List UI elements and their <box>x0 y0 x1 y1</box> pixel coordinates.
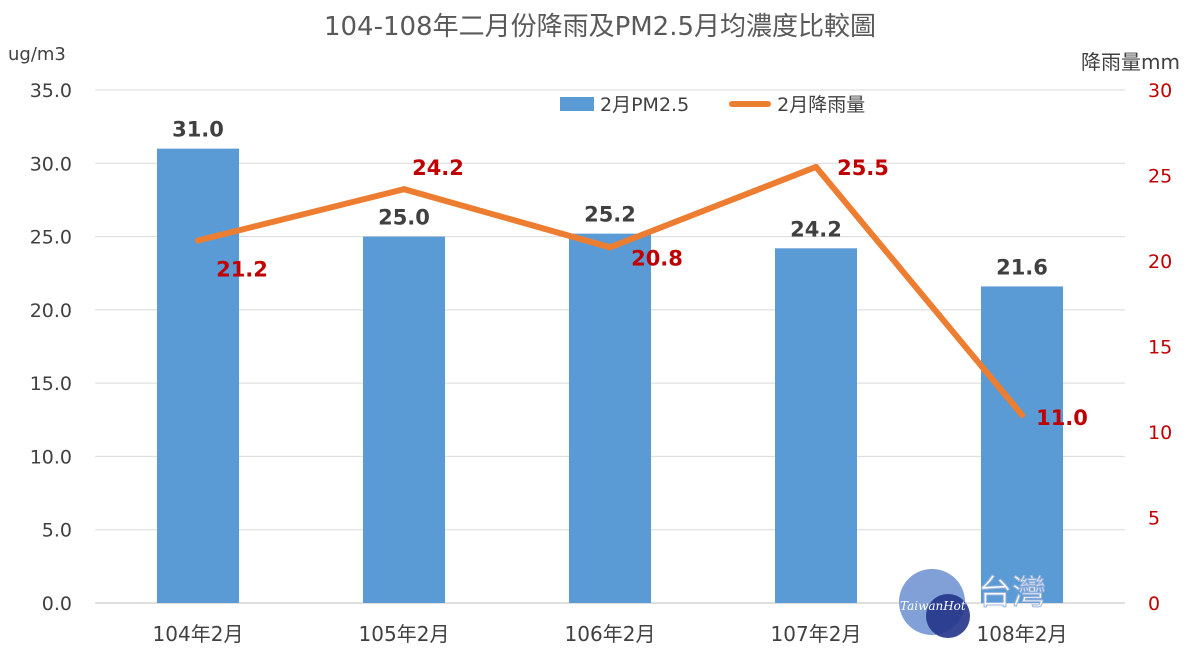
bar-value-label: 25.0 <box>378 206 430 230</box>
line-value-label: 21.2 <box>216 257 268 281</box>
line-value-label: 11.0 <box>1036 406 1088 430</box>
chart-title: 104-108年二月份降雨及PM2.5月均濃度比較圖 <box>323 12 877 42</box>
x-axis-category-label: 107年2月 <box>771 622 862 646</box>
x-axis-category-label: 108年2月 <box>977 622 1068 646</box>
right-axis-unit-label: 降雨量mm <box>1081 50 1180 74</box>
line-value-label: 20.8 <box>631 246 683 270</box>
data-labels: 31.0 25.0 25.2 24.2 21.6 21.2 24.2 20.8 25.5 11.0 <box>172 118 1088 430</box>
legend-swatch-bar <box>560 96 594 111</box>
left-axis-unit-label: ug/m3 <box>8 44 66 65</box>
left-axis-tick-label: 10.0 <box>30 446 72 468</box>
line-point-rainfall <box>813 163 819 170</box>
legend-swatch-line <box>729 100 772 107</box>
left-axis-tick-label: 5.0 <box>42 520 72 542</box>
watermark-brand-text: TaiwanHot <box>900 599 966 613</box>
left-axis-tick-label: 0.0 <box>42 593 72 615</box>
watermark-text: 台灣 <box>978 573 1046 613</box>
left-axis-tick-label: 25.0 <box>30 227 72 249</box>
x-axis-category-label: 105年2月 <box>359 622 450 646</box>
right-axis-tick-label: 20 <box>1148 251 1172 273</box>
right-axis-tick-label: 0 <box>1148 593 1160 615</box>
line-value-label: 24.2 <box>412 156 464 180</box>
left-axis-tick-label: 35.0 <box>30 80 72 102</box>
bar-pm25 <box>569 233 651 603</box>
legend-label-pm25: 2月PM2.5 <box>600 94 690 116</box>
bar-value-label: 31.0 <box>172 118 224 142</box>
right-axis-tick-label: 5 <box>1148 508 1160 530</box>
bar-series <box>157 148 1063 604</box>
taiwanhot-watermark-logo: TaiwanHot 台灣 <box>899 569 1047 638</box>
x-axis-category-label: 104年2月 <box>153 622 244 646</box>
bar-pm25 <box>363 236 445 604</box>
left-axis-tick-label: 30.0 <box>30 153 72 175</box>
line-point-rainfall <box>195 237 201 244</box>
watermark-circle-small <box>926 594 970 638</box>
legend: 2月PM2.5 2月降雨量 <box>560 90 865 117</box>
left-axis-tick-label: 15.0 <box>30 373 72 395</box>
right-axis-tick-label: 25 <box>1148 166 1172 188</box>
legend-item-rainfall: 2月降雨量 <box>729 90 865 117</box>
legend-label-rainfall: 2月降雨量 <box>777 94 866 116</box>
line-series <box>195 163 1025 418</box>
line-value-label: 25.5 <box>837 156 889 180</box>
legend-item-pm25: 2月PM2.5 <box>560 90 689 117</box>
bar-pm25 <box>157 148 239 603</box>
bar-pm25 <box>775 248 857 603</box>
line-point-rainfall <box>607 244 613 251</box>
bar-value-label: 21.6 <box>996 255 1048 279</box>
line-point-rainfall <box>1019 411 1025 418</box>
line-point-rainfall <box>401 186 407 193</box>
right-axis-tick-label: 30 <box>1148 80 1172 102</box>
bar-value-label: 25.2 <box>584 203 636 227</box>
left-axis-tick-label: 20.0 <box>30 300 72 322</box>
axis-ticks: 0.0 5.0 10.0 15.0 20.0 25.0 30.0 35.0 0 5 10 15 20 25… <box>30 80 1173 646</box>
bar-value-label: 24.2 <box>790 217 842 241</box>
right-axis-tick-label: 10 <box>1148 422 1172 444</box>
right-axis-tick-label: 15 <box>1148 337 1172 359</box>
x-axis-category-label: 106年2月 <box>565 622 656 646</box>
bar-pm25 <box>981 286 1063 603</box>
